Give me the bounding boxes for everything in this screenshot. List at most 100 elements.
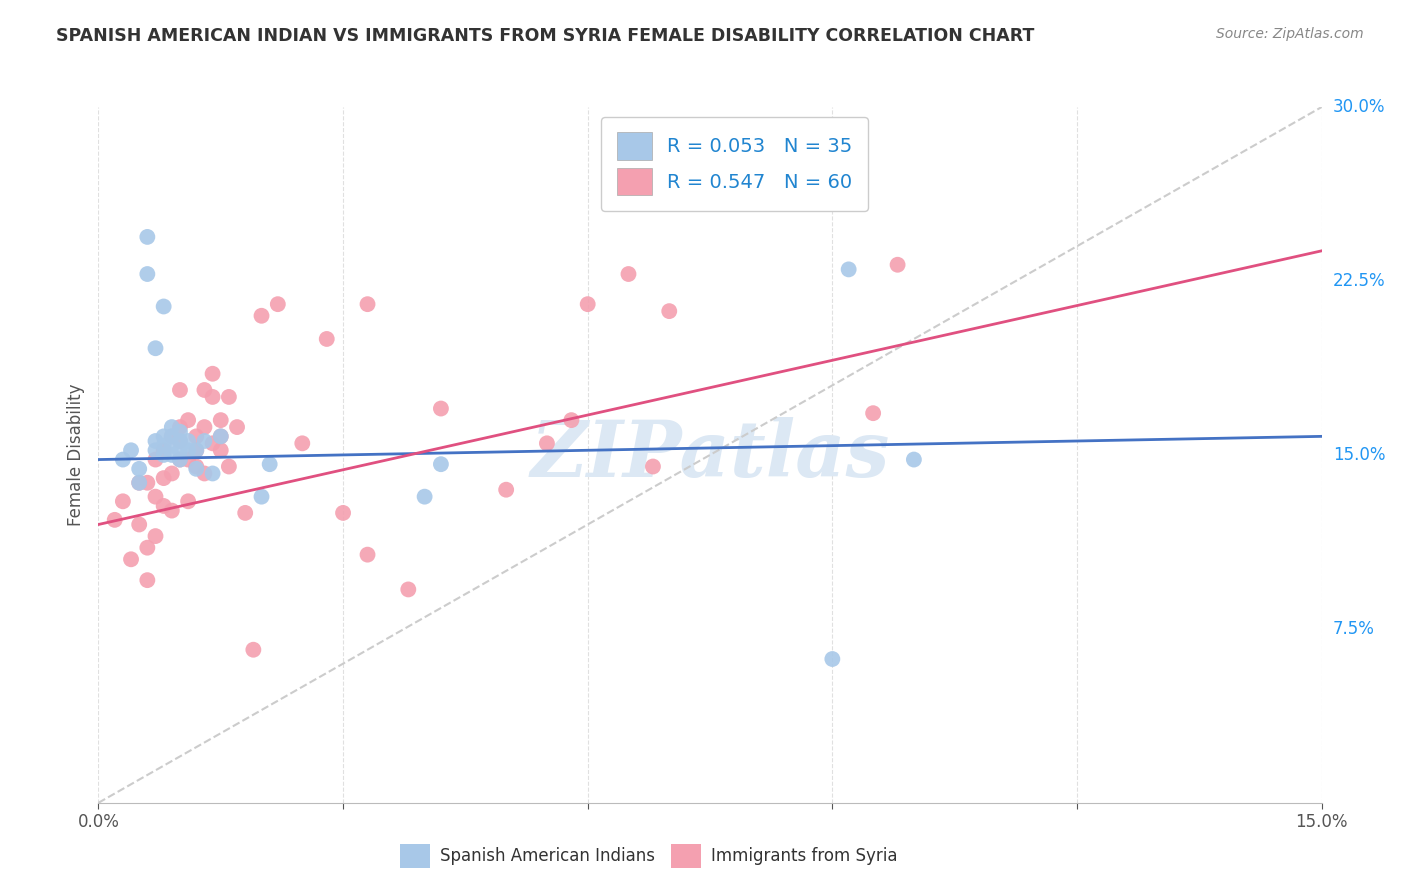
Point [128,475,150,490]
Point [169,452,191,467]
Legend: Spanish American Indians, Immigrants from Syria: Spanish American Indians, Immigrants fro… [394,838,904,874]
Point [160,429,183,443]
Point [169,420,191,434]
Point [186,443,208,458]
Point [169,452,191,467]
Point [356,548,378,562]
Point [186,459,208,474]
Point [169,434,191,448]
Point [120,552,142,566]
Point [169,434,191,448]
Point [641,459,664,474]
Text: Source: ZipAtlas.com: Source: ZipAtlas.com [1216,27,1364,41]
Point [658,304,681,318]
Point [160,429,183,443]
Point [209,413,232,427]
Point [242,642,264,657]
Point [169,383,191,397]
Point [259,457,281,471]
Point [291,436,314,450]
Point [128,517,150,532]
Point [233,506,256,520]
Point [193,434,215,448]
Point [160,467,183,481]
Point [128,462,150,476]
Point [120,443,142,458]
Point [145,529,167,543]
Point [145,490,167,504]
Point [177,443,200,458]
Point [136,541,159,555]
Point [128,475,150,490]
Point [201,367,224,381]
Point [218,390,240,404]
Point [136,573,159,587]
Point [104,513,127,527]
Point [177,452,200,467]
Point [160,420,183,434]
Point [160,448,183,462]
Point [111,452,134,467]
Point [903,452,925,467]
Point [576,297,599,311]
Point [821,652,844,666]
Point [193,420,215,434]
Point [111,494,134,508]
Point [430,401,453,416]
Point [169,443,191,458]
Point [218,459,240,474]
Text: 30.0%: 30.0% [1333,98,1385,116]
Point [209,443,232,458]
Point [617,267,640,281]
Point [201,390,224,404]
Point [186,429,208,443]
Text: 22.5%: 22.5% [1333,272,1385,290]
Point [332,506,354,520]
Point [560,413,582,427]
Point [209,429,232,443]
Point [250,309,273,323]
Point [267,297,290,311]
Point [430,457,453,471]
Point [699,165,721,179]
Point [315,332,337,346]
Point [201,436,224,450]
Point [152,439,174,453]
Point [160,503,183,517]
Y-axis label: Female Disability: Female Disability [66,384,84,526]
Point [536,436,558,450]
Point [152,443,174,458]
Point [193,467,215,481]
Point [862,406,884,420]
Point [177,434,200,448]
Point [201,467,224,481]
Point [396,582,419,597]
Point [136,475,159,490]
Text: 15.0%: 15.0% [1333,446,1385,464]
Point [886,258,908,272]
Point [136,230,159,244]
Point [209,429,232,443]
Point [152,471,174,485]
Point [152,429,174,443]
Point [186,462,208,476]
Point [250,490,273,504]
Point [169,425,191,439]
Point [152,448,174,462]
Point [226,420,249,434]
Point [177,494,200,508]
Point [145,443,167,458]
Point [413,490,436,504]
Point [177,413,200,427]
Point [193,383,215,397]
Point [838,262,860,277]
Point [152,499,174,513]
Text: 7.5%: 7.5% [1333,620,1375,638]
Text: ZIPatlas: ZIPatlas [530,417,890,493]
Point [186,443,208,458]
Point [356,297,378,311]
Point [136,267,159,281]
Text: SPANISH AMERICAN INDIAN VS IMMIGRANTS FROM SYRIA FEMALE DISABILITY CORRELATION C: SPANISH AMERICAN INDIAN VS IMMIGRANTS FR… [56,27,1035,45]
Point [145,452,167,467]
Point [145,341,167,355]
